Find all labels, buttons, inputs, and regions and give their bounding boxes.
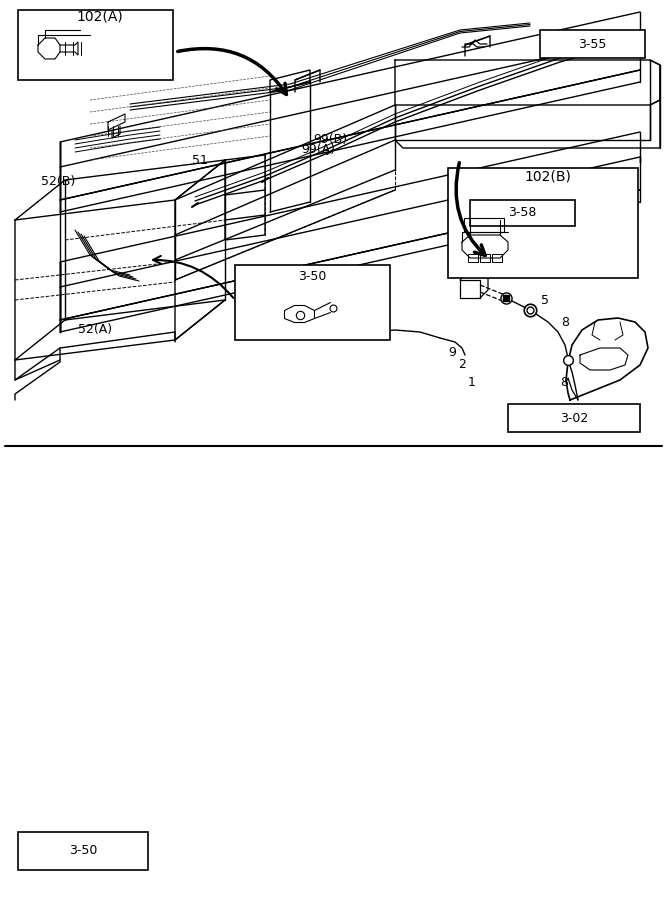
Text: 3-58: 3-58	[508, 206, 537, 220]
Text: 102(A): 102(A)	[77, 10, 123, 24]
Bar	[470, 200, 575, 226]
Text: 3-50: 3-50	[69, 844, 97, 858]
Text: 1: 1	[468, 375, 476, 389]
Text: 52(A): 52(A)	[78, 323, 112, 337]
Text: 99(A): 99(A)	[301, 143, 335, 157]
Text: 99(B): 99(B)	[313, 133, 347, 147]
Text: 3-02: 3-02	[560, 411, 588, 425]
Text: 51: 51	[317, 313, 333, 327]
Text: 8: 8	[560, 375, 568, 389]
Text: 52(B): 52(B)	[41, 176, 75, 188]
Bar	[508, 404, 640, 432]
Text: 102(B): 102(B)	[524, 169, 572, 183]
Text: 3-55: 3-55	[578, 38, 607, 50]
Bar	[235, 265, 390, 340]
Bar	[18, 10, 173, 80]
Text: 5: 5	[541, 293, 549, 307]
Text: 51: 51	[192, 154, 208, 166]
Bar	[480, 254, 490, 262]
Bar	[468, 254, 478, 262]
Bar	[464, 218, 504, 232]
Bar	[492, 254, 502, 262]
Text: 8: 8	[561, 316, 569, 328]
Bar	[448, 168, 638, 278]
Bar	[540, 30, 645, 58]
Text: 3-50: 3-50	[298, 271, 327, 284]
Text: 2: 2	[458, 357, 466, 371]
Bar	[18, 832, 148, 870]
Text: 9: 9	[448, 346, 456, 358]
